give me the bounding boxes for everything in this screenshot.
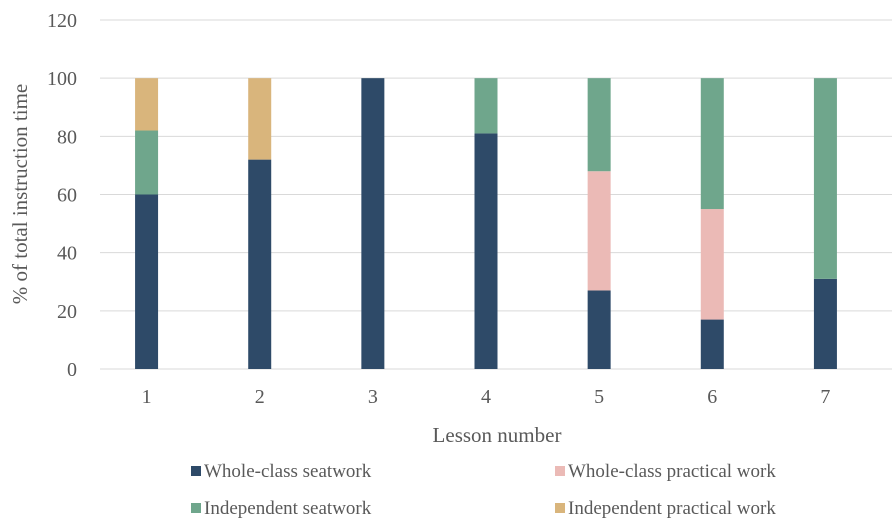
bar-lesson-6-series-3 — [700, 78, 724, 210]
x-tick-label-2: 2 — [255, 386, 265, 408]
legend: Whole-class seatwork Whole-class practica… — [191, 461, 776, 519]
bar-lesson-5-series-3 — [587, 78, 611, 172]
bar-lesson-4-series-3 — [474, 78, 498, 134]
bar-lesson-1-series-3 — [135, 130, 159, 195]
bar-lesson-5-series-2 — [587, 171, 611, 291]
bar-lesson-1-series-1 — [135, 194, 159, 369]
bar-lesson-7-series-3 — [813, 78, 837, 279]
y-tick-label-20: 20 — [57, 301, 77, 323]
x-tick-label-1: 1 — [142, 386, 152, 408]
y-tick-label-0: 0 — [67, 359, 77, 381]
x-tick-label-4: 4 — [481, 386, 491, 408]
bar-lesson-3-series-1 — [361, 78, 385, 370]
bar-lesson-4-series-1 — [474, 133, 498, 369]
bar-lesson-2-series-4 — [248, 78, 272, 160]
bar-lesson-6-series-1 — [700, 319, 724, 369]
x-tick-label-5: 5 — [594, 386, 604, 408]
bar-lesson-1-series-4 — [135, 78, 159, 131]
legend-label-3: Independent seatwork — [204, 498, 372, 519]
legend-swatch-1 — [191, 466, 201, 476]
legend-swatch-3 — [191, 503, 201, 513]
legend-swatch-2 — [555, 466, 565, 476]
x-axis-ticks: 1 2 3 4 5 6 7 — [142, 386, 831, 408]
bar-lesson-7-series-1 — [813, 278, 837, 369]
x-tick-label-6: 6 — [707, 386, 717, 408]
y-tick-label-60: 60 — [57, 185, 77, 207]
bar-lesson-2-series-1 — [248, 159, 272, 369]
y-tick-label-40: 40 — [57, 243, 77, 265]
y-axis-ticks: 0 20 40 60 80 100 120 — [47, 10, 77, 381]
legend-item-4: Independent practical work — [555, 498, 776, 519]
x-tick-label-3: 3 — [368, 386, 378, 408]
x-tick-label-7: 7 — [820, 386, 830, 408]
legend-item-2: Whole-class practical work — [555, 461, 776, 482]
y-tick-label-120: 120 — [47, 10, 77, 32]
bar-lesson-6-series-2 — [700, 209, 724, 320]
legend-item-3: Independent seatwork — [191, 498, 372, 519]
y-tick-label-80: 80 — [57, 126, 77, 148]
y-tick-label-100: 100 — [47, 68, 77, 90]
legend-swatch-4 — [555, 503, 565, 513]
legend-item-1: Whole-class seatwork — [191, 461, 372, 482]
legend-label-1: Whole-class seatwork — [204, 461, 372, 482]
bars — [135, 78, 837, 370]
y-axis-label: % of total instruction time — [8, 84, 32, 304]
x-axis-label: Lesson number — [433, 423, 562, 447]
legend-label-4: Independent practical work — [568, 498, 776, 519]
bar-lesson-5-series-1 — [587, 290, 611, 369]
legend-label-2: Whole-class practical work — [568, 461, 776, 482]
